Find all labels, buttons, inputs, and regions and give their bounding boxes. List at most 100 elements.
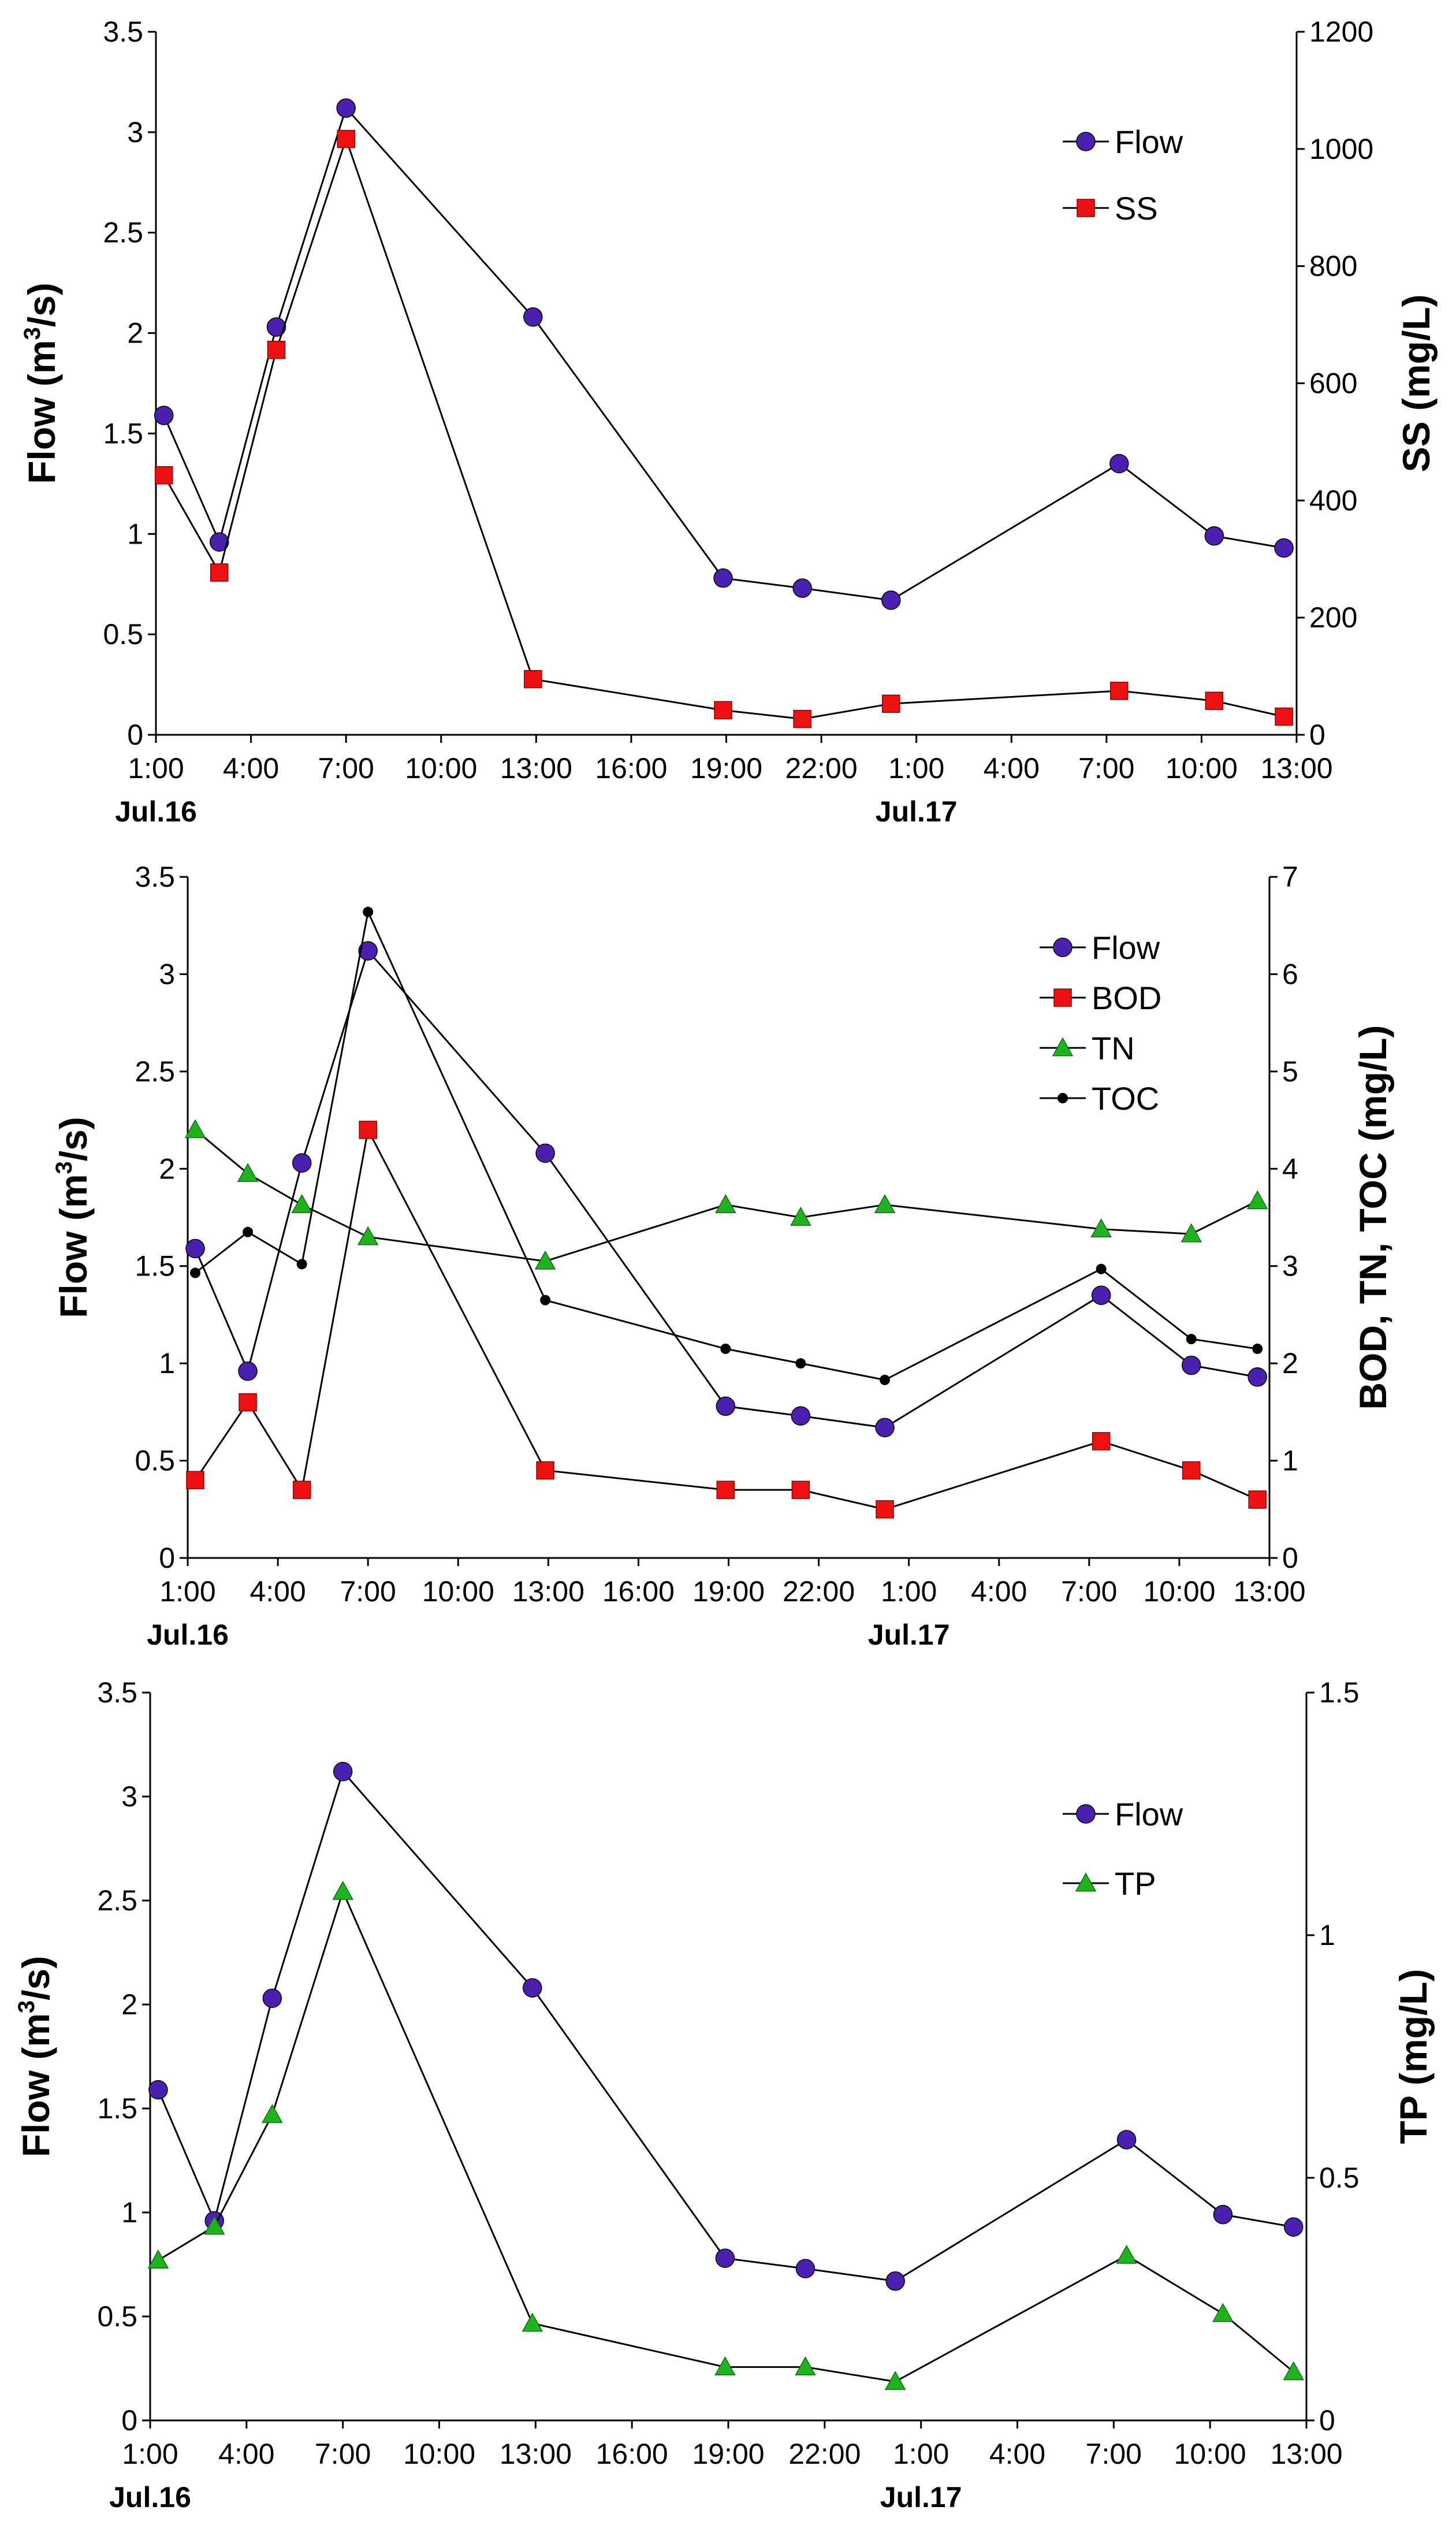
tn-point xyxy=(357,1226,379,1245)
tp-point xyxy=(203,2215,225,2235)
flow-point xyxy=(333,1762,353,1782)
date-label: Jul.17 xyxy=(868,1619,950,1651)
ss-point xyxy=(1110,682,1129,700)
x-tick-label: 1:00 xyxy=(888,752,944,784)
y-left-title-sup: 3 xyxy=(20,327,45,340)
y-right-tick-label: 1200 xyxy=(1309,16,1373,48)
legend-item-bod: BOD xyxy=(1040,980,1161,1016)
y-right-tick-label: 0 xyxy=(1282,1542,1298,1574)
flow-point xyxy=(1181,1355,1201,1375)
y-left-tick-label: 3 xyxy=(159,958,175,990)
x-tick-label: 16:00 xyxy=(595,752,667,784)
y-left-tick-label: 3 xyxy=(121,1780,137,1813)
x-tick-label: 19:00 xyxy=(692,2438,764,2470)
bod-point xyxy=(1092,1432,1111,1451)
tn-point xyxy=(1246,1190,1268,1210)
x-tick-label: 4:00 xyxy=(223,752,279,784)
y-right-tick-label: 6 xyxy=(1282,958,1298,990)
legend-item-flow: Flow xyxy=(1063,1796,1183,1832)
y-left-axis-title: Flow (m3/s) xyxy=(20,282,63,484)
toc-point xyxy=(1186,1334,1197,1345)
flow-point xyxy=(1116,2130,1137,2149)
flow-point xyxy=(336,98,356,118)
legend-label: TOC xyxy=(1092,1080,1159,1117)
ss-point xyxy=(714,701,732,720)
y-left-axis-title: Flow (m3/s) xyxy=(14,1956,57,2158)
legend-item-toc: TOC xyxy=(1040,1080,1159,1117)
ss-point xyxy=(793,709,811,728)
tn-point xyxy=(874,1194,896,1213)
toc-point xyxy=(363,906,374,917)
tn-point xyxy=(1181,1223,1202,1243)
x-tick-label: 7:00 xyxy=(315,2438,371,2470)
y-right-tick-label: 0 xyxy=(1319,2404,1335,2437)
tp-point xyxy=(1212,2303,1234,2322)
legend-label: SS xyxy=(1115,190,1158,226)
legend-item-tp: TP xyxy=(1063,1865,1156,1902)
tn-point xyxy=(715,1194,736,1213)
y-left-tick-label: 0.5 xyxy=(97,2300,137,2333)
tn-point xyxy=(1090,1218,1112,1238)
flow-point xyxy=(185,1239,205,1259)
y-left-tick-label: 1 xyxy=(127,518,143,550)
x-tick-label: 7:00 xyxy=(1078,752,1134,784)
toc-point xyxy=(190,1267,201,1278)
tp-point xyxy=(1116,2244,1137,2264)
y-right-tick-label: 7 xyxy=(1282,861,1298,893)
ss-point xyxy=(210,563,229,582)
bod-point xyxy=(1248,1490,1267,1509)
ss-point xyxy=(154,466,173,485)
legend-item-flow: Flow xyxy=(1063,124,1183,160)
flow-point xyxy=(238,1361,258,1381)
x-tick-label: 7:00 xyxy=(1061,1575,1117,1608)
flow-point xyxy=(262,1988,282,2008)
ss-point xyxy=(267,340,286,359)
flow-point xyxy=(154,406,174,425)
y-left-title-end: /s) xyxy=(20,282,63,327)
x-tick-label: 10:00 xyxy=(403,2438,475,2470)
flow-point xyxy=(1109,453,1129,474)
bod-point xyxy=(716,1481,735,1499)
y-left-title-sup: 3 xyxy=(51,1161,77,1174)
x-tick-label: 4:00 xyxy=(971,1575,1027,1608)
x-tick-label: 19:00 xyxy=(692,1575,765,1608)
legend-marker xyxy=(1052,1037,1074,1057)
y-right-tick-label: 1 xyxy=(1319,1919,1335,1951)
series-bod xyxy=(186,1121,1267,1519)
legend-marker xyxy=(1057,1093,1068,1103)
y-left-tick-label: 1.5 xyxy=(97,2092,137,2125)
y-right-tick-label: 1000 xyxy=(1309,133,1373,165)
flow-point xyxy=(523,307,543,327)
y-left-tick-label: 2 xyxy=(127,317,143,349)
x-tick-label: 7:00 xyxy=(1086,2438,1142,2470)
date-label: Jul.16 xyxy=(147,1619,229,1651)
bod-point xyxy=(791,1481,810,1499)
bod-point xyxy=(186,1471,204,1490)
flow-point xyxy=(266,317,286,337)
flow-point xyxy=(209,532,229,552)
y-left-tick-label: 3.5 xyxy=(135,861,175,893)
y-left-tick-label: 0 xyxy=(159,1542,175,1574)
flow-point xyxy=(292,1153,312,1173)
x-tick-label: 16:00 xyxy=(602,1575,675,1608)
flow-point xyxy=(875,1418,895,1438)
x-tick-label: 1:00 xyxy=(159,1575,215,1608)
series-flow xyxy=(148,1762,1304,2291)
flow-point xyxy=(715,2248,735,2268)
tp-point xyxy=(795,2356,816,2375)
legend-item-ss: SS xyxy=(1063,190,1158,226)
bod-point xyxy=(359,1121,377,1139)
ss-point xyxy=(524,670,542,689)
series-line-flow xyxy=(157,1769,1294,2282)
ss-point xyxy=(1275,707,1293,726)
series-line-bod xyxy=(194,1127,1258,1511)
tp-point xyxy=(147,2249,169,2269)
x-tick-label: 22:00 xyxy=(788,2438,861,2470)
legend-label: Flow xyxy=(1092,929,1160,966)
y-right-tick-label: 400 xyxy=(1309,484,1357,516)
legend-label: BOD xyxy=(1092,980,1161,1016)
y-left-tick-label: 1 xyxy=(159,1347,175,1379)
flow-point xyxy=(881,590,901,610)
x-tick-label: 13:00 xyxy=(1260,752,1332,784)
x-tick-label: 10:00 xyxy=(1174,2438,1246,2470)
